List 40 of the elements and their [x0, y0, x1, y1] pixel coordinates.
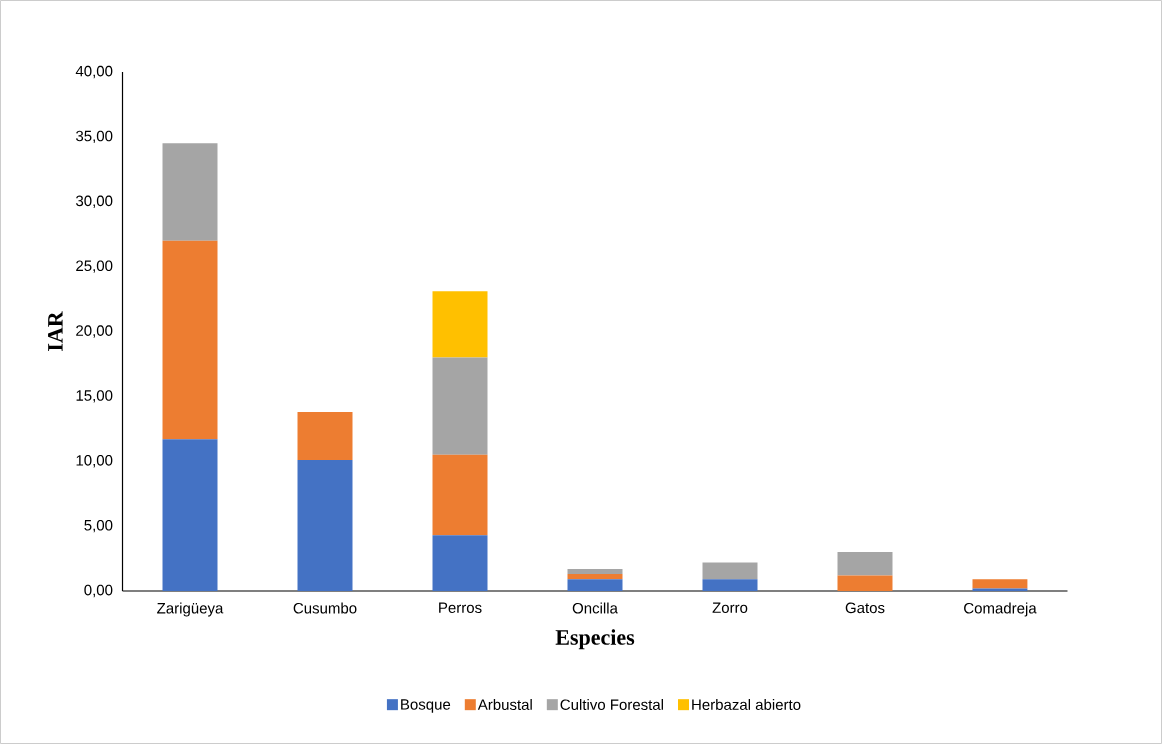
bar [567, 579, 623, 591]
legend-label: Bosque [401, 699, 451, 713]
bar [432, 535, 488, 591]
bar [702, 579, 758, 591]
y-tick-label: 25,00 [76, 260, 113, 273]
bar [567, 568, 623, 575]
bar [432, 454, 488, 536]
y-tick-label: 40,00 [75, 65, 113, 79]
bar [972, 588, 1028, 591]
legend-label: Herbazal abierto [692, 698, 801, 710]
x-tick-label: Comadreja [964, 602, 1037, 617]
bar [432, 357, 488, 455]
bar [297, 411, 353, 460]
x-tick-label: Zarigüeya [157, 602, 224, 617]
y-tick-label: 5,00 [84, 519, 113, 533]
bar [972, 579, 1028, 589]
y-tick-label: 20,00 [76, 325, 113, 338]
bar [432, 291, 488, 358]
bar [162, 143, 218, 241]
y-tick-label: 15,00 [76, 390, 113, 403]
bar [297, 459, 353, 591]
legend-label: Arbustal [477, 698, 532, 710]
y-tick-label: 0,00 [84, 584, 113, 598]
bar [162, 240, 218, 440]
x-tick-label: Cusumbo [293, 602, 357, 614]
legend-label: Cultivo Forestal [560, 698, 663, 710]
bar [567, 574, 623, 580]
x-axis-title: Especies [555, 629, 635, 650]
bar [162, 439, 218, 591]
x-tick-label: Zorro [712, 602, 748, 613]
x-tick-label: Perros [439, 602, 482, 613]
x-tick-label: Oncilla [572, 602, 618, 614]
y-tick-label: 30,00 [76, 195, 113, 208]
bar [837, 552, 893, 576]
bar [702, 562, 758, 580]
y-tick-label: 10,00 [76, 455, 113, 468]
bar [837, 575, 893, 591]
x-tick-label: Gatos [845, 602, 885, 614]
y-tick-label: 35,00 [76, 130, 113, 144]
y-axis-title: IAR [48, 311, 63, 351]
